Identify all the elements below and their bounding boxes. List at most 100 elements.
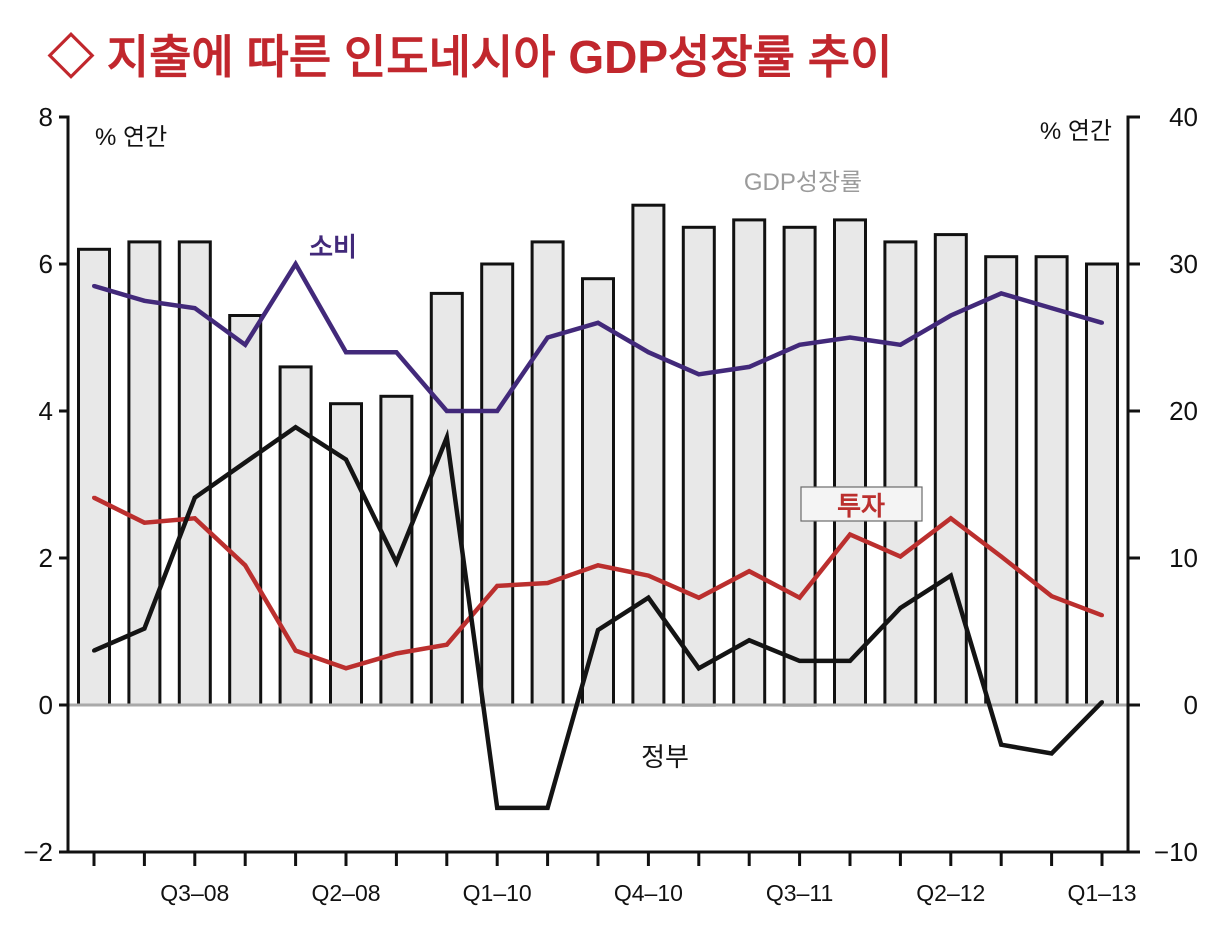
government-point-2 (142, 626, 147, 631)
consumption-point-21 (1100, 320, 1104, 325)
gdp-bar-21 (1085, 262, 1119, 707)
consumption-point-14 (747, 364, 752, 369)
gdp-bar-18 (933, 233, 968, 707)
government-point-17 (898, 606, 903, 610)
gdp-bar-20 (1034, 255, 1069, 707)
investment-point-17 (898, 554, 903, 559)
investment-point-9 (495, 583, 500, 588)
consumption-point-6 (344, 350, 348, 355)
consumption-point-19 (999, 291, 1004, 296)
consumption-point-17 (898, 342, 903, 347)
government-point-14 (747, 638, 752, 643)
gdp-bar-13 (681, 225, 716, 707)
investment-point-11 (596, 563, 600, 568)
government-point-1 (92, 648, 96, 653)
investment-point-7 (394, 651, 399, 656)
gdp-bar-10 (530, 240, 565, 707)
x-axis-tick-label-18: Q2–12 (916, 880, 985, 906)
government-point-15 (797, 658, 802, 663)
government-point-3 (192, 495, 197, 500)
gdp-bar-9 (480, 262, 515, 707)
right-axis-tick-label-3: 20 (1169, 396, 1198, 426)
gdp-bar-6 (329, 402, 363, 707)
gdp-bar-11 (581, 277, 615, 707)
left-axis-tick-label-4: 2 (39, 543, 53, 573)
investment-point-10 (545, 581, 550, 585)
bars-layer (77, 203, 1119, 707)
consumption-point-7 (394, 350, 399, 355)
government-point-6 (344, 457, 348, 462)
government-series-label: 정부 (641, 742, 689, 772)
right-axis-tick-label-1: 40 (1169, 102, 1198, 132)
investment-point-12 (646, 573, 651, 578)
consumption-point-11 (596, 320, 600, 325)
investment-point-20 (1049, 594, 1054, 599)
left-axis-unit-label: % 연간 (95, 124, 167, 151)
investment-point-19 (999, 554, 1004, 559)
consumption-series-label: 소비 (309, 232, 357, 262)
consumption-point-16 (848, 335, 852, 340)
gdp-bar-19 (984, 255, 1019, 707)
right-axis-tick-label-2: 30 (1169, 249, 1198, 279)
consumption-point-15 (797, 342, 802, 347)
left-axis-tick-label-3: 4 (39, 396, 53, 426)
gdp-bar-16 (833, 218, 867, 707)
right-axis-tick-label-4: 10 (1169, 543, 1198, 573)
government-point-11 (596, 628, 600, 632)
x-axis-tick-label-12: Q4–10 (614, 880, 683, 906)
x-axis-tick-label-3: Q3–08 (160, 880, 229, 906)
gdp-bar-12 (631, 203, 666, 707)
investment-point-3 (192, 516, 197, 521)
consumption-point-20 (1049, 306, 1054, 311)
x-axis-tick-label-21: Q1–13 (1067, 880, 1136, 906)
x-axis-tick-label-6: Q2–08 (311, 880, 380, 906)
consumption-point-10 (545, 335, 550, 340)
government-point-7 (394, 560, 399, 565)
government-point-4 (243, 460, 248, 465)
government-point-18 (948, 573, 953, 578)
left-axis-tick-label-2: 6 (39, 249, 53, 279)
x-axis-tick-label-15: Q3–11 (766, 880, 833, 906)
gdp-bar-17 (883, 240, 918, 707)
investment-point-5 (293, 648, 298, 653)
government-point-9 (495, 805, 500, 810)
government-point-19 (999, 742, 1004, 747)
gdp-series-label: GDP성장률 (744, 169, 862, 196)
investment-point-4 (243, 563, 248, 568)
consumption-point-1 (92, 284, 96, 288)
chart-title: ◇ 지출에 따른 인도네시아 GDP성장률 추이 (47, 31, 892, 83)
left-axis-tick-label-1: 8 (39, 102, 53, 132)
investment-point-6 (344, 666, 348, 671)
gdp-bar-4 (228, 314, 263, 707)
government-point-13 (696, 666, 701, 671)
right-axis-unit-label: % 연간 (1040, 118, 1112, 145)
x-axis-tick-label-9: Q1–10 (463, 880, 532, 906)
right-axis-tick-label-5: 0 (1184, 690, 1198, 720)
left-axis-tick-label-5: 0 (39, 690, 53, 720)
investment-point-16 (848, 532, 852, 537)
gdp-bar-3 (177, 240, 212, 707)
gdp-bar-1 (77, 247, 111, 707)
investment-label-box (800, 486, 923, 522)
gdp-bar-15 (782, 225, 817, 707)
government-point-21 (1100, 700, 1104, 705)
investment-series-label: 투자 (837, 491, 885, 521)
consumption-point-9 (495, 409, 500, 413)
consumption-point-13 (696, 372, 701, 377)
government-point-16 (848, 658, 852, 663)
consumption-point-3 (192, 306, 197, 311)
government-point-8 (444, 435, 449, 440)
investment-point-21 (1100, 613, 1104, 618)
lines-layer (92, 259, 1104, 811)
consumption-point-2 (142, 298, 147, 303)
consumption-point-8 (444, 409, 449, 413)
consumption-point-18 (948, 313, 953, 318)
gdp-bar-14 (732, 218, 767, 707)
government-point-5 (293, 425, 298, 430)
investment-point-14 (747, 569, 752, 574)
government-point-10 (545, 805, 550, 810)
consumption-point-5 (293, 262, 298, 266)
